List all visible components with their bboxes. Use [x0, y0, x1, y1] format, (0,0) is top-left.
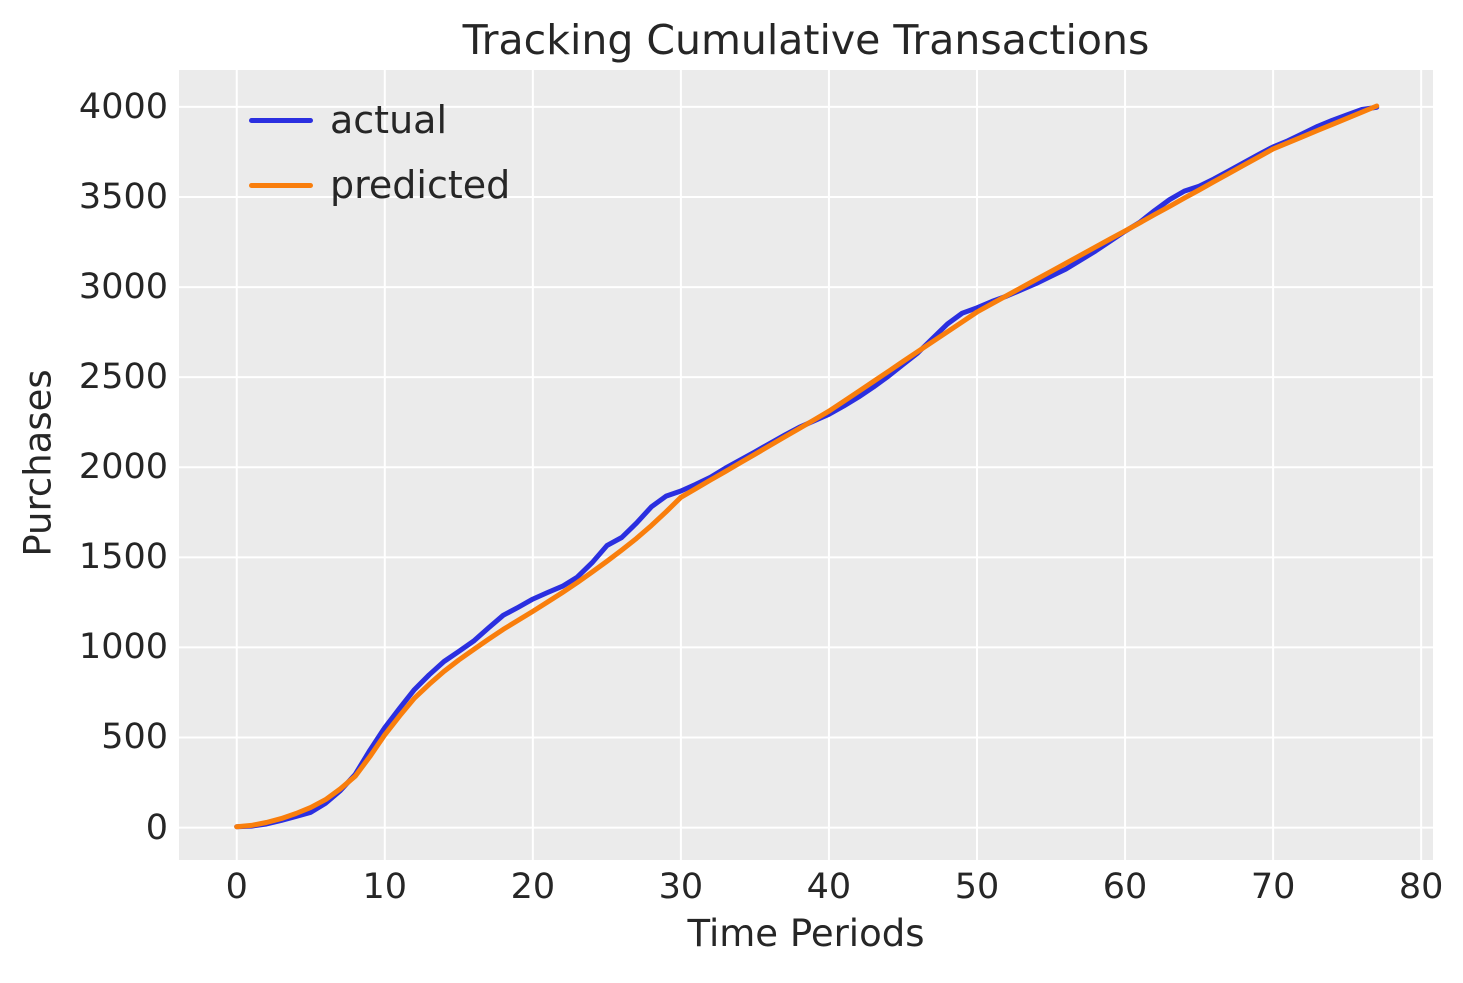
x-tick-label: 30: [658, 867, 704, 907]
y-tick-label: 1500: [78, 537, 168, 578]
y-tick-label: 3500: [78, 177, 168, 217]
x-tick-label: 80: [1398, 867, 1444, 907]
legend-item-actual: actual: [249, 97, 510, 143]
y-tick-label: 2500: [78, 357, 168, 398]
predicted-line: [234, 103, 1380, 830]
x-tick-label: 70: [1250, 867, 1296, 907]
chart-title: Tracking Cumulative Transactions: [462, 16, 1150, 64]
legend-label: predicted: [330, 163, 511, 207]
x-tick-label: 50: [954, 867, 1000, 907]
x-tick-label: 60: [1102, 867, 1148, 907]
legend-label: actual: [330, 98, 448, 142]
y-tick-label: 0: [145, 807, 168, 848]
actual-line-swatch: [249, 117, 313, 123]
y-tick-label: 3000: [78, 267, 168, 308]
y-tick-label: 2000: [78, 447, 168, 488]
y-tick-label: 500: [101, 717, 168, 758]
x-tick-label: 20: [510, 867, 556, 907]
x-tick-label: 40: [806, 867, 852, 907]
legend: actual predicted: [249, 97, 510, 227]
legend-item-predicted: predicted: [249, 162, 510, 208]
y-tick-label: 1000: [78, 627, 168, 668]
x-axis-label: Time Periods: [687, 912, 925, 955]
x-tick-label: 0: [225, 867, 248, 907]
predicted-line-swatch: [249, 182, 313, 188]
y-tick-label: 4000: [78, 86, 168, 127]
x-tick-label: 10: [362, 867, 408, 907]
